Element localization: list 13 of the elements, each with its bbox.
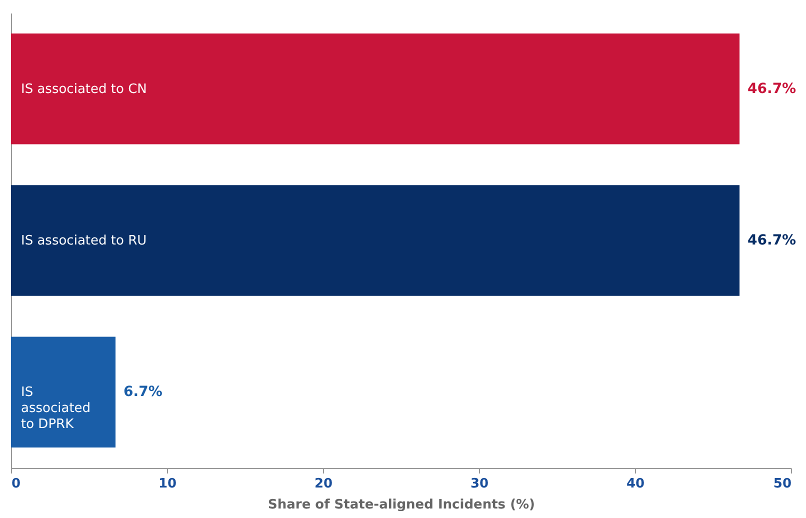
x-axis-title: Share of State-aligned Incidents (%) bbox=[268, 498, 535, 512]
data-label: 46.7% bbox=[748, 232, 796, 248]
x-tick-label: 30 bbox=[470, 476, 489, 492]
data-label: 46.7% bbox=[748, 80, 796, 97]
y-tick-label: IS associated to CN bbox=[21, 82, 147, 97]
x-tick-label: 10 bbox=[158, 476, 177, 492]
x-tick-label: 20 bbox=[314, 476, 333, 492]
x-tick-label: 50 bbox=[773, 476, 792, 492]
x-tick-label: 40 bbox=[626, 476, 645, 492]
y-tick-label: IS associated to RU bbox=[21, 234, 147, 248]
data-label: 6.7% bbox=[124, 384, 162, 400]
x-tick-label: 0 bbox=[12, 476, 21, 492]
y-tick-label: IS associated to DPRK bbox=[21, 385, 91, 432]
